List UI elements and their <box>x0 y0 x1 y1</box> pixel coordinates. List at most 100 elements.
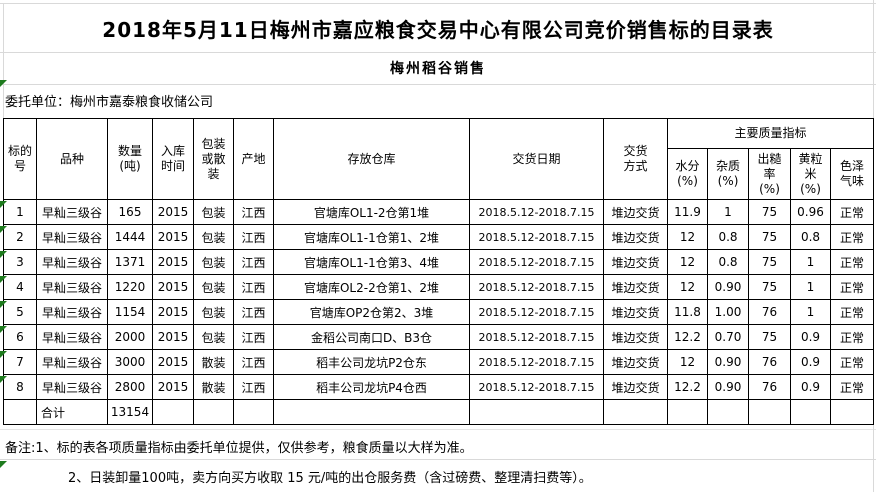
error-indicator-icon <box>0 461 7 468</box>
table-cell: 13154 <box>107 399 153 425</box>
table-cell: 堆边交货 <box>603 224 668 250</box>
table-cell <box>193 399 234 425</box>
table-cell <box>748 399 791 425</box>
table-cell: 早籼三级谷 <box>36 299 108 325</box>
table-cell: 包装 <box>193 249 234 275</box>
table-cell: 1220 <box>107 274 153 300</box>
error-indicator-icon <box>0 276 7 283</box>
table-cell: 官塘库OL1-2仓第1堆 <box>273 199 470 225</box>
table-cell: 1444 <box>107 224 153 250</box>
table-cell: 稻丰公司龙坑P2仓东 <box>273 349 470 375</box>
col-header-quantity: 数量 (吨) <box>107 118 153 200</box>
table-cell: 早籼三级谷 <box>36 199 108 225</box>
table-cell: 2018.5.12-2018.7.15 <box>469 224 604 250</box>
table-cell: 1154 <box>107 299 153 325</box>
entrust-unit-label: 委托单位：梅州市嘉泰粮食收储公司 <box>5 95 214 110</box>
table-cell: 官塘库OL1-1仓第1、2堆 <box>273 224 470 250</box>
table-cell: 官塘库OL1-1仓第3、4堆 <box>273 249 470 275</box>
table-cell: 包装 <box>193 299 234 325</box>
table-cell: 75 <box>748 199 791 225</box>
gridline <box>3 3 4 118</box>
error-indicator-icon <box>0 201 7 208</box>
table-cell: 2015 <box>152 374 194 400</box>
col-header-delivery-date: 交货日期 <box>469 118 604 200</box>
col-header-warehouse: 存放仓库 <box>273 118 470 200</box>
table-cell: 2015 <box>152 199 194 225</box>
col-header-impurity: 杂质 (%) <box>707 148 749 200</box>
col-header-storage-time: 入库 时间 <box>152 118 194 200</box>
header-row-2: 水分 (%) 杂质 (%) 出糙 率 (%) 黄粒 米 (%) 色泽 气味 <box>4 148 875 200</box>
error-indicator-icon <box>0 80 7 87</box>
col-header-delivery-mode: 交货 方式 <box>603 118 668 200</box>
total-row: 合计 13154 <box>3 399 875 425</box>
table-cell: 12.2 <box>667 324 708 350</box>
col-header-brown-rice-rate: 出糙 率 (%) <box>748 148 791 200</box>
header-row-1: 标的 号 品种 数量 (吨) 入库 时间 包装 或散 装 产地 存放仓库 交货日… <box>3 118 875 200</box>
table-cell: 官塘库OL2-2仓第1、2堆 <box>273 274 470 300</box>
table-cell: 165 <box>107 199 153 225</box>
col-header-moisture: 水分 (%) <box>667 148 708 200</box>
table-cell <box>233 399 274 425</box>
table-cell: 75 <box>748 274 791 300</box>
table-cell: 江西 <box>233 324 274 350</box>
error-indicator-icon <box>0 226 7 233</box>
table-cell: 0.9 <box>790 374 831 400</box>
table-cell: 包装 <box>193 224 234 250</box>
table-cell: 堆边交货 <box>603 324 668 350</box>
table-cell: 江西 <box>233 249 274 275</box>
table-cell: 2015 <box>152 274 194 300</box>
table-cell: 1.00 <box>707 299 749 325</box>
error-indicator-icon <box>0 326 7 333</box>
table-cell: 早籼三级谷 <box>36 374 108 400</box>
note-2: 2、日装卸量100吨，卖方向买方收取 15 元/吨的出仓服务费（含过磅费、整理清… <box>68 470 592 486</box>
gridline <box>0 459 876 460</box>
table-cell: 正常 <box>829 374 875 400</box>
error-indicator-icon <box>0 351 7 358</box>
table-row: 6 早籼三级谷 2000 2015 包装 江西 金稻公司南口D、B3仓 2018.5.12-2… <box>3 324 875 350</box>
table-cell: 2018.5.12-2018.7.15 <box>469 299 604 325</box>
table-cell: 1 <box>790 299 831 325</box>
gridline <box>0 52 876 53</box>
table-cell: 8 <box>3 374 37 400</box>
table-cell: 0.90 <box>707 349 749 375</box>
col-header-origin: 产地 <box>233 118 274 200</box>
table-cell: 1371 <box>107 249 153 275</box>
table-cell: 7 <box>3 349 37 375</box>
table-cell: 2000 <box>107 324 153 350</box>
table-row: 1 早籼三级谷 165 2015 包装 江西 官塘库OL1-2仓第1堆 2018.5.12-2… <box>3 199 875 225</box>
table-cell: 江西 <box>233 224 274 250</box>
table-row: 8 早籼三级谷 2800 2015 散装 江西 稻丰公司龙坑P4仓西 2018.5.12-20… <box>3 374 875 400</box>
table-cell: 早籼三级谷 <box>36 349 108 375</box>
table-cell <box>152 399 194 425</box>
table-cell: 1 <box>790 249 831 275</box>
table-cell: 正常 <box>829 249 875 275</box>
gridline <box>0 429 876 430</box>
gridline <box>0 84 876 85</box>
col-header-packing: 包装 或散 装 <box>193 118 234 200</box>
table-row: 2 早籼三级谷 1444 2015 包装 江西 官塘库OL1-1仓第1、2堆 2018.5.1… <box>3 224 875 250</box>
table-cell <box>273 399 470 425</box>
table-cell: 官塘库OP2仓第2、3堆 <box>273 299 470 325</box>
table-cell: 2015 <box>152 324 194 350</box>
table-cell: 堆边交货 <box>603 374 668 400</box>
table-cell: 0.9 <box>790 349 831 375</box>
page-title: 2018年5月11日梅州市嘉应粮食交易中心有限公司竞价销售标的目录表 <box>102 17 774 42</box>
table-cell: 2015 <box>152 349 194 375</box>
error-indicator-icon <box>0 301 7 308</box>
table-cell: 12 <box>667 249 708 275</box>
table-cell: 早籼三级谷 <box>36 224 108 250</box>
table-cell: 散装 <box>193 374 234 400</box>
table-cell: 11.8 <box>667 299 708 325</box>
table-cell: 75 <box>748 249 791 275</box>
table-cell: 堆边交货 <box>603 249 668 275</box>
table-cell <box>790 399 831 425</box>
table-cell: 0.8 <box>790 224 831 250</box>
table-cell: 76 <box>748 374 791 400</box>
table-cell: 2018.5.12-2018.7.15 <box>469 199 604 225</box>
table-cell: 正常 <box>829 324 875 350</box>
table-cell: 江西 <box>233 274 274 300</box>
col-header-quality-group: 主要质量指标 <box>666 118 875 149</box>
table-cell: 正常 <box>829 349 875 375</box>
table-cell <box>603 399 668 425</box>
